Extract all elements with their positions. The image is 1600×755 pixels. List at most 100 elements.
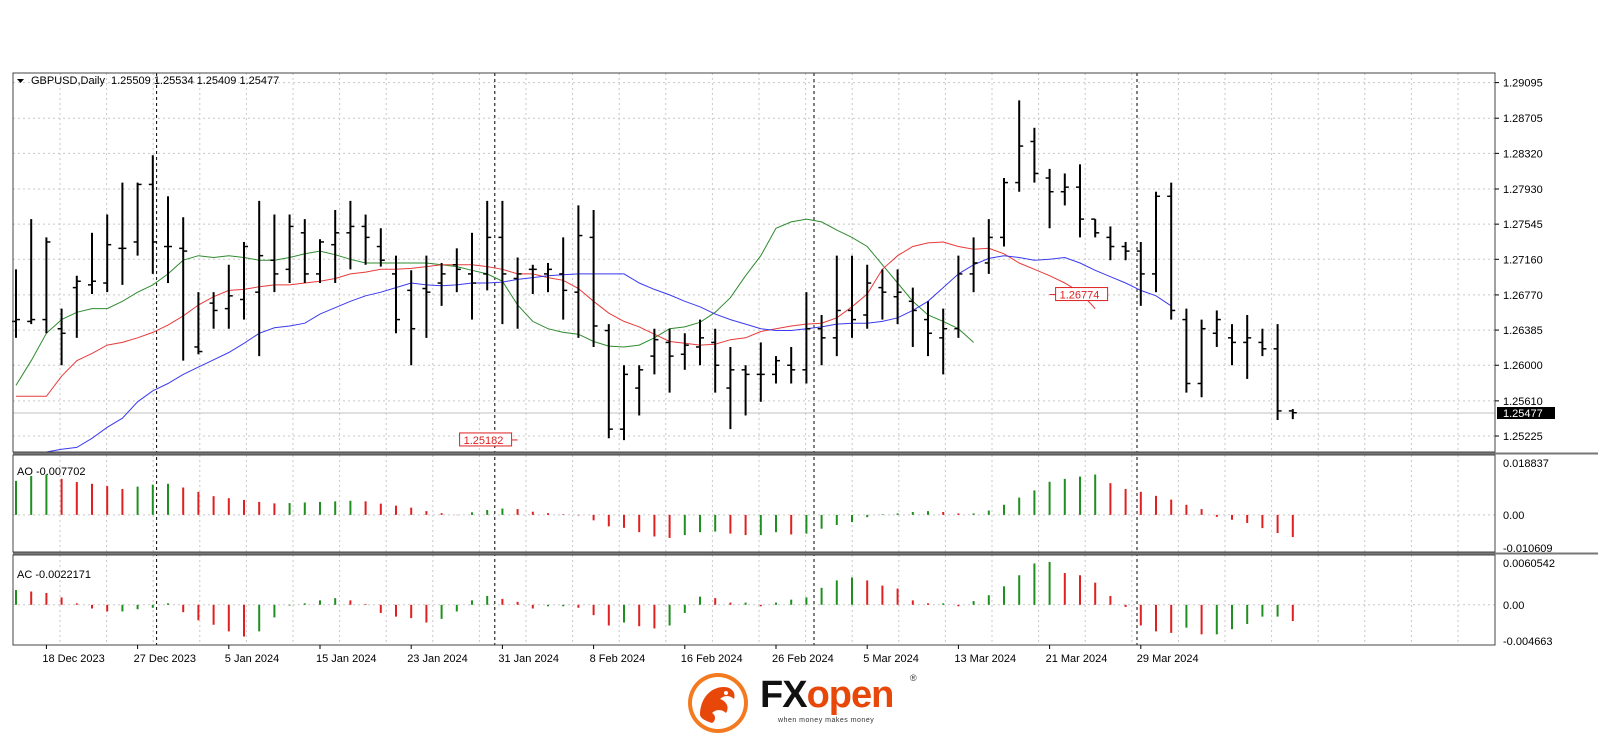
time-tick-label: 21 Mar 2024 <box>1046 653 1108 665</box>
time-tick-label: 31 Jan 2024 <box>498 653 559 665</box>
ohlc-bar <box>103 214 112 293</box>
ao-tick-label: 0.018837 <box>1503 458 1549 470</box>
ohlc-values: 1.25509 1.25534 1.25409 1.25477 <box>111 75 279 87</box>
ohlc-bar <box>863 264 872 329</box>
ohlc-bar <box>1288 409 1297 420</box>
ohlc-bar <box>209 292 218 329</box>
ohlc-bar <box>72 275 81 338</box>
ohlc-bar <box>939 308 948 375</box>
ohlc-bar <box>589 209 598 347</box>
time-tick-label: 5 Jan 2024 <box>225 653 279 665</box>
current-price-tag <box>1497 407 1555 420</box>
current-price-label: 1.25477 <box>1503 408 1543 420</box>
ohlc-bar <box>726 346 735 430</box>
price-tick-label: 1.26385 <box>1503 325 1543 337</box>
ohlc-bar <box>604 324 613 439</box>
time-tick-label: 18 Dec 2023 <box>42 653 104 665</box>
ohlc-bars <box>12 100 1297 441</box>
ohlc-bar <box>452 248 461 293</box>
ohlc-bar <box>1121 241 1130 261</box>
ohlc-bar <box>908 287 917 347</box>
time-tick-label: 29 Mar 2024 <box>1137 653 1199 665</box>
ohlc-bar <box>422 255 431 338</box>
ohlc-bar <box>392 255 400 334</box>
ohlc-bar <box>57 308 66 366</box>
ohlc-bar <box>331 209 340 284</box>
brand-open: open <box>806 674 895 716</box>
ao-tick-label: 0.00 <box>1503 510 1524 522</box>
price-tick-label: 1.27545 <box>1503 219 1543 231</box>
ohlc-bar <box>528 264 537 295</box>
time-tick-label: 15 Jan 2024 <box>316 653 377 665</box>
ohlc-bar <box>787 346 796 384</box>
ohlc-bar <box>544 262 552 293</box>
ohlc-bar <box>498 200 507 325</box>
ohlc-bar <box>711 328 720 393</box>
ohlc-bar <box>1228 324 1236 366</box>
ac-tick-label: 0.0060542 <box>1503 558 1555 570</box>
ohlc-bar <box>635 365 644 416</box>
ohlc-bar <box>407 270 416 366</box>
time-tick-label: 13 Mar 2024 <box>954 653 1016 665</box>
ohlc-bar <box>1258 328 1267 357</box>
collapse-triangle-icon[interactable] <box>17 79 24 83</box>
ohlc-bar <box>148 155 157 274</box>
ohlc-bar <box>1015 100 1024 192</box>
ohlc-bar <box>559 237 568 320</box>
ma-line-red <box>16 241 1096 397</box>
ohlc-bar <box>1076 164 1084 238</box>
ohlc-bar <box>1273 324 1282 421</box>
ac-tick-label: -0.004663 <box>1503 636 1553 648</box>
ma-line-blue <box>46 255 1172 453</box>
chart-frame <box>12 72 1598 646</box>
brand-fx: FX <box>760 674 808 716</box>
ohlc-bar <box>969 237 978 293</box>
ohlc-bar <box>1091 218 1100 238</box>
price-flag-label: 1.25182 <box>464 435 504 447</box>
fxopen-logo: FXopen ® when money makes money <box>686 671 926 751</box>
ohlc-bar <box>361 214 370 265</box>
ohlc-bar <box>741 365 750 416</box>
ohlc-bar <box>1197 319 1206 398</box>
time-tick-label: 8 Feb 2024 <box>590 653 646 665</box>
price-tick-label: 1.25225 <box>1503 431 1543 443</box>
annotations: 1.25182 1.26774 <box>459 287 1109 447</box>
symbol-label: GBPUSD,Daily <box>31 75 105 87</box>
ohlc-bar <box>696 319 704 366</box>
ohlc-bar <box>620 365 628 441</box>
ohlc-bar <box>893 269 902 325</box>
ohlc-bar <box>300 219 309 284</box>
ohlc-bar <box>376 228 385 267</box>
ac-pane-frame <box>12 554 1496 646</box>
ohlc-bar <box>224 264 233 329</box>
ohlc-bar <box>665 328 674 393</box>
ohlc-bar <box>118 182 127 285</box>
time-tick-label: 27 Dec 2023 <box>134 653 196 665</box>
price-tick-label: 1.26000 <box>1503 360 1543 372</box>
ohlc-bar <box>179 217 188 361</box>
fxopen-dragon-icon <box>688 673 748 733</box>
ohlc-bar <box>756 342 765 402</box>
ohlc-bar <box>42 237 51 334</box>
main-pane-frame <box>12 72 1496 453</box>
ohlc-bar <box>133 182 142 256</box>
time-tick-label: 26 Feb 2024 <box>772 653 834 665</box>
ohlc-bar <box>1212 310 1221 347</box>
ohlc-bar <box>650 328 659 375</box>
ohlc-bar <box>878 269 887 320</box>
price-flag-label: 1.26774 <box>1060 290 1100 302</box>
price-tick-label: 1.29095 <box>1503 78 1543 90</box>
logo-tagline: when money makes money <box>778 717 875 724</box>
time-tick-label: 16 Feb 2024 <box>681 653 743 665</box>
ohlc-bar <box>954 255 963 338</box>
registered-mark: ® <box>910 673 917 683</box>
ohlc-bar <box>285 214 294 284</box>
ohlc-bar <box>772 356 780 384</box>
ohlc-bar <box>984 219 993 274</box>
ac-histogram <box>15 561 1294 637</box>
chart-header[interactable]: GBPUSD,Daily 1.25509 1.25534 1.25409 1.2… <box>17 75 279 87</box>
ohlc-bar <box>924 301 932 357</box>
ohlc-bar <box>164 196 172 284</box>
price-tick-label: 1.27930 <box>1503 184 1543 196</box>
